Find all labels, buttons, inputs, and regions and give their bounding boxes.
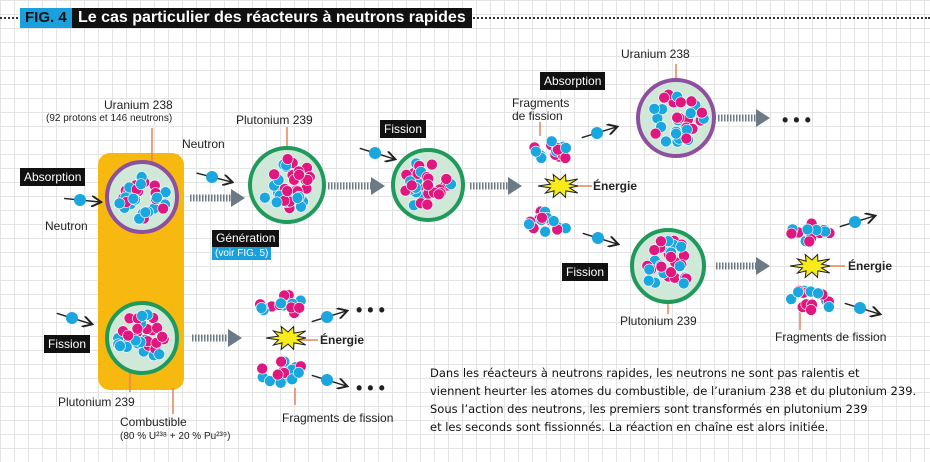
neutron-icon — [56, 312, 91, 324]
neutron-icon — [196, 171, 231, 183]
neutron-icon — [844, 302, 879, 314]
label-plutonium-239: Plutonium 239 — [236, 113, 313, 127]
dotted-arrow-icon — [718, 109, 770, 127]
fission-fragment — [785, 217, 836, 248]
label-fragments-de-fission: Fragments de fission — [775, 330, 887, 344]
fission-fragment — [254, 289, 307, 319]
label-generation: Génération — [212, 230, 280, 247]
label-energie: Énergie — [320, 333, 365, 347]
energy-burst-icon — [537, 173, 579, 199]
neutron-icon — [839, 216, 874, 228]
neutron-icon — [581, 127, 616, 139]
energy-burst-icon — [789, 253, 831, 279]
dotted-arrow-icon — [716, 257, 770, 275]
figure-title: Le cas particulier des réacteurs à neutr… — [72, 8, 472, 28]
title-rule — [0, 17, 18, 19]
explanation-line: Sous l’action des neutrons, les premiers… — [430, 402, 868, 416]
ellipsis: • • • — [356, 300, 385, 320]
label-plutonium-239: Plutonium 239 — [620, 314, 697, 328]
dotted-arrow-icon — [192, 329, 242, 347]
plutonium-239-nucleus — [248, 146, 326, 224]
label-fission: Fission — [380, 120, 427, 138]
fission-fragment — [523, 205, 572, 238]
label-see-fig-5: (voir FIG. 5) — [212, 247, 272, 260]
ellipsis: • • • — [356, 378, 385, 398]
label-energie: Énergie — [848, 259, 893, 273]
neutron-icon — [64, 194, 100, 206]
label-fragments: Fragments — [512, 96, 570, 110]
label-fragments-de-fission: Fragments de fission — [282, 411, 394, 425]
dotted-arrow-icon — [190, 189, 245, 207]
label-fission: Fission — [44, 335, 91, 353]
figure-number: FIG. 4 — [20, 8, 72, 28]
fission-fragment — [785, 284, 835, 316]
fission-fragment — [528, 135, 572, 164]
label-absorption: Absorption — [20, 168, 86, 186]
neutron-icon — [311, 311, 346, 323]
energy-burst-icon — [265, 325, 307, 351]
explanation-text: Dans les réacteurs à neutrons rapides, l… — [430, 364, 930, 436]
label-uranium-238: Uranium 238 — [104, 98, 173, 112]
label-fragments: de fission — [512, 109, 563, 123]
plutonium-239-nucleus — [630, 228, 706, 304]
label-combustible: Combustible — [120, 415, 187, 429]
neutron-icon — [359, 147, 394, 159]
explanation-line: viennent heurter les atomes du combustib… — [430, 384, 917, 398]
neutron-icon — [582, 232, 617, 244]
uranium-238-nucleus — [105, 160, 179, 234]
fission-fragment — [256, 355, 307, 389]
neutron-icon — [311, 374, 346, 386]
label-uranium-238: Uranium 238 — [621, 47, 690, 61]
label-neutron: Neutron — [182, 137, 225, 151]
plutonium-239-nucleus — [105, 301, 179, 375]
label-energie: Énergie — [593, 179, 638, 193]
ellipsis: • • • — [782, 110, 811, 130]
dotted-arrow-icon — [470, 177, 522, 195]
label-uranium-238-detail: (92 protons et 146 neutrons) — [46, 113, 173, 124]
label-absorption: Absorption — [540, 72, 606, 90]
explanation-line: Dans les réacteurs à neutrons rapides, l… — [430, 366, 860, 380]
explanation-line: et les seconds sont fissionnés. La réact… — [430, 420, 829, 434]
label-plutonium-239: Plutonium 239 — [58, 395, 135, 409]
label-fission: Fission — [562, 263, 609, 281]
label-combustible-detail: (80 % U²³⁸ + 20 % Pu²³⁹) — [120, 431, 231, 442]
plutonium-239-nucleus — [391, 148, 465, 222]
label-neutron: Neutron — [45, 219, 88, 233]
title-rule — [466, 17, 930, 19]
dotted-arrow-icon — [328, 177, 385, 195]
uranium-238-nucleus — [636, 78, 716, 158]
